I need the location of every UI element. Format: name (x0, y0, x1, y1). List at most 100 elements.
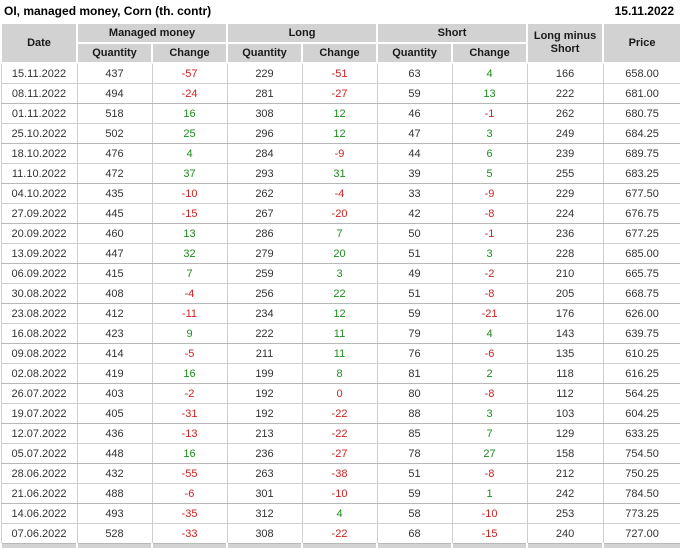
cell-short-quantity: 33 (376, 183, 453, 204)
column-header-long-minus-short: Long minus Short (526, 22, 605, 64)
cell-short-change: -8 (451, 283, 528, 304)
cell-short-quantity: 49 (376, 263, 453, 284)
cell-long-minus-short: 118 (526, 363, 604, 384)
cell-mm-quantity: 502 (76, 123, 153, 144)
cell-date: 21.06.2022 (0, 483, 78, 504)
table-row: 16.08.2022 423 9 222 11 79 4 143 639.75 (0, 323, 680, 344)
cell-mm-quantity: 447 (76, 243, 153, 264)
cell-short-quantity: 44 (376, 143, 453, 164)
cell-short-quantity: 79 (376, 323, 453, 344)
cell-short-change: -8 (451, 203, 528, 224)
cell-mm-change: -4 (151, 283, 228, 304)
cell-long-change: -20 (301, 203, 378, 224)
cell-long-quantity: 286 (226, 223, 303, 244)
cell-mm-change: -13 (151, 423, 228, 444)
cell-short-change: 1 (451, 483, 528, 504)
cell-long-change: -27 (301, 443, 378, 464)
cell-short-quantity: 81 (376, 363, 453, 384)
cell-long-quantity: 199 (226, 363, 303, 384)
cell-long-quantity: 296 (226, 123, 303, 144)
cell-price: 684.25 (602, 123, 680, 144)
cell-price: 639.75 (602, 323, 680, 344)
cell-mm-quantity: 445 (76, 203, 153, 224)
cell-price: 668.75 (602, 283, 680, 304)
cell-mm-change: -15 (151, 203, 228, 224)
cell-long-change: 0 (301, 383, 378, 404)
partial-next-row-cell (76, 543, 153, 548)
cell-price: 754.50 (602, 443, 680, 464)
cell-mm-change: -2 (151, 383, 228, 404)
cell-long-minus-short: 239 (526, 143, 604, 164)
cell-price: 658.00 (602, 62, 680, 84)
cell-short-quantity: 59 (376, 83, 453, 104)
cell-long-quantity: 301 (226, 483, 303, 504)
cell-long-minus-short: 166 (526, 62, 604, 84)
cell-long-change: -22 (301, 403, 378, 424)
cell-date: 05.07.2022 (0, 443, 78, 464)
cell-long-minus-short: 253 (526, 503, 604, 524)
cell-short-change: -6 (451, 343, 528, 364)
cell-long-quantity: 211 (226, 343, 303, 364)
cell-short-quantity: 50 (376, 223, 453, 244)
cell-mm-quantity: 412 (76, 303, 153, 324)
cell-short-change: 4 (451, 323, 528, 344)
cell-mm-quantity: 405 (76, 403, 153, 424)
subheader-mm-quantity: Quantity (76, 42, 153, 64)
cell-long-minus-short: 228 (526, 243, 604, 264)
cell-short-quantity: 59 (376, 483, 453, 504)
table-row: 11.10.2022 472 37 293 31 39 5 255 683.25 (0, 163, 680, 184)
cell-mm-quantity: 415 (76, 263, 153, 284)
table-row: 08.11.2022 494 -24 281 -27 59 13 222 681.00 (0, 83, 680, 104)
table-row: 05.07.2022 448 16 236 -27 78 27 158 754.50 (0, 443, 680, 464)
cell-long-quantity: 293 (226, 163, 303, 184)
column-header-long: Long (225, 22, 379, 44)
cell-mm-change: -10 (151, 183, 228, 204)
cell-mm-quantity: 518 (76, 103, 153, 124)
cell-mm-change: 9 (151, 323, 228, 344)
cell-short-quantity: 47 (376, 123, 453, 144)
cell-price: 727.00 (602, 523, 680, 544)
cell-long-minus-short: 143 (526, 323, 604, 344)
subheader-short-quantity: Quantity (376, 42, 454, 64)
cell-short-change: 3 (451, 123, 528, 144)
cell-long-quantity: 259 (226, 263, 303, 284)
cell-short-quantity: 51 (376, 283, 453, 304)
cell-mm-change: 16 (151, 363, 228, 384)
cell-mm-change: -11 (151, 303, 228, 324)
cell-mm-quantity: 460 (76, 223, 153, 244)
cell-mm-quantity: 419 (76, 363, 153, 384)
table-row: 14.06.2022 493 -35 312 4 58 -10 253 773.25 (0, 503, 680, 524)
cell-mm-quantity: 493 (76, 503, 153, 524)
cell-mm-change: 13 (151, 223, 228, 244)
subheader-mm-change: Change (151, 42, 228, 64)
cell-long-minus-short: 249 (526, 123, 604, 144)
cell-long-change: 22 (301, 283, 378, 304)
cell-date: 07.06.2022 (0, 523, 78, 544)
cell-mm-quantity: 403 (76, 383, 153, 404)
cell-long-change: -22 (301, 523, 378, 544)
table-row: 02.08.2022 419 16 199 8 81 2 118 616.25 (0, 363, 680, 384)
cell-long-quantity: 229 (226, 62, 303, 84)
cell-long-quantity: 213 (226, 423, 303, 444)
cell-short-change: -21 (451, 303, 528, 324)
partial-next-row-cell (300, 543, 379, 548)
cell-short-quantity: 58 (376, 503, 453, 524)
cell-short-quantity: 68 (376, 523, 453, 544)
cell-long-quantity: 222 (226, 323, 303, 344)
cell-mm-change: 16 (151, 443, 228, 464)
cell-mm-change: -31 (151, 403, 228, 424)
table-row: 21.06.2022 488 -6 301 -10 59 1 242 784.50 (0, 483, 680, 504)
cell-long-change: 12 (301, 303, 378, 324)
partial-next-row-cell (526, 543, 605, 548)
cell-long-minus-short: 229 (526, 183, 604, 204)
cell-long-quantity: 236 (226, 443, 303, 464)
cell-mm-change: 4 (151, 143, 228, 164)
cell-long-change: -51 (301, 62, 378, 84)
cell-mm-quantity: 528 (76, 523, 153, 544)
cell-mm-quantity: 423 (76, 323, 153, 344)
cell-short-change: -10 (451, 503, 528, 524)
cell-short-quantity: 42 (376, 203, 453, 224)
cell-short-change: -1 (451, 223, 528, 244)
report-date: 15.11.2022 (614, 4, 674, 18)
cell-price: 689.75 (602, 143, 680, 164)
